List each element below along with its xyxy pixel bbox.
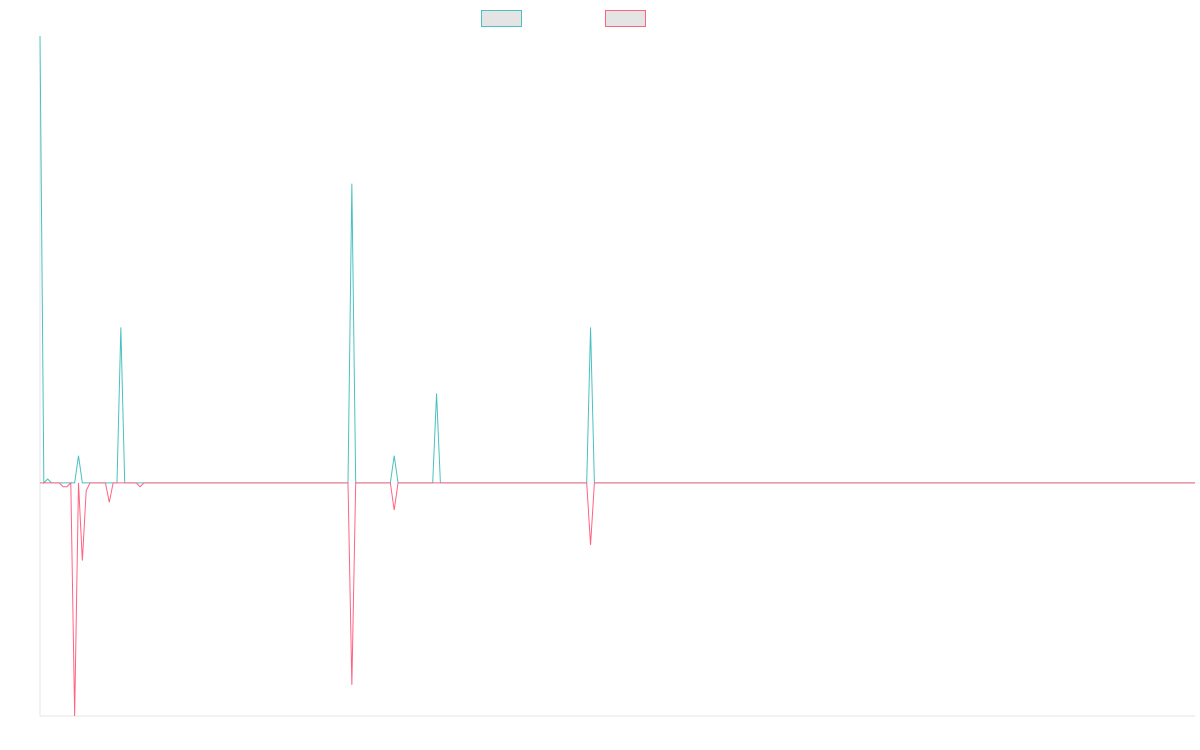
axes xyxy=(39,36,1195,717)
series-line-1 xyxy=(39,35,1195,485)
legend-swatch-1[interactable] xyxy=(481,10,522,27)
legend xyxy=(481,10,646,27)
series-line-2 xyxy=(40,481,1195,717)
series-layer xyxy=(39,35,1195,717)
legend-swatch-2[interactable] xyxy=(605,10,646,27)
